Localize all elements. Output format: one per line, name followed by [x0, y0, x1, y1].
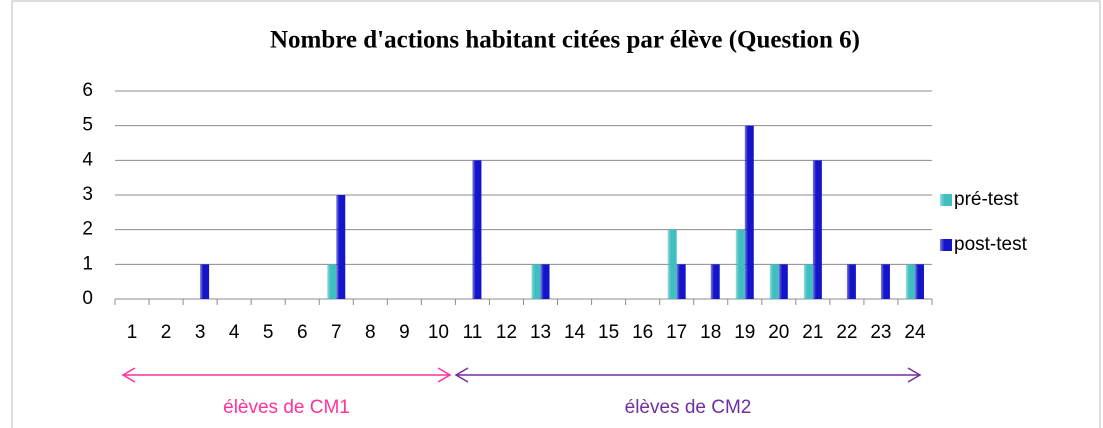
x-tick-label: 24: [904, 322, 926, 343]
x-tick-label: 16: [632, 322, 653, 343]
legend-label: pré-test: [954, 189, 1019, 210]
y-tick-label: 4: [82, 149, 93, 170]
bar: [472, 160, 482, 299]
arrow-head: [437, 367, 452, 383]
x-tick-label: 13: [530, 322, 551, 343]
legend-label: post-test: [954, 234, 1028, 255]
x-tick-label: 5: [263, 322, 274, 343]
chart-title: Nombre d'actions habitant citées par élè…: [270, 27, 860, 54]
x-tick-label: 3: [195, 322, 206, 343]
chart-frame: [11, 0, 1101, 428]
x-tick-label: 6: [297, 322, 308, 343]
x-tick-label: 15: [598, 322, 619, 343]
bar: [336, 195, 346, 299]
x-tick-label: 20: [768, 322, 789, 343]
annotation-text: élèves de CM1: [223, 397, 350, 418]
y-tick-label: 1: [82, 253, 93, 274]
bar: [769, 264, 779, 299]
arrow-head: [907, 367, 922, 383]
x-tick-label: 11: [463, 322, 483, 343]
x-tick-label: 2: [161, 322, 172, 343]
bar: [744, 125, 754, 300]
x-tick-label: 17: [666, 322, 687, 343]
bar: [200, 264, 210, 299]
x-tick-label: 10: [428, 322, 449, 343]
bar: [676, 264, 686, 299]
y-tick-label: 5: [82, 115, 93, 136]
annotation-text: élèves de CM2: [625, 397, 752, 418]
x-tick-label: 22: [836, 322, 857, 343]
x-tick-label: 1: [127, 322, 138, 343]
bar: [905, 264, 915, 299]
x-tick-label: 8: [365, 322, 376, 343]
bar: [803, 264, 813, 299]
x-tick-label: 9: [399, 322, 410, 343]
y-tick-label: 0: [82, 288, 93, 309]
x-tick-label: 12: [496, 322, 517, 343]
legend-swatch: [940, 239, 952, 251]
bar: [540, 264, 550, 299]
bar: [846, 264, 856, 299]
bar: [914, 264, 924, 299]
x-tick-label: 7: [331, 322, 342, 343]
bar: [531, 264, 541, 299]
legend-swatch: [940, 194, 952, 206]
y-tick-label: 2: [82, 219, 93, 240]
x-tick-label: 21: [802, 322, 823, 343]
bar: [710, 264, 720, 299]
arrow-head: [454, 367, 469, 383]
bar: [778, 264, 788, 299]
bar: [667, 229, 677, 299]
x-tick-label: 4: [229, 322, 240, 343]
x-tick-label: 19: [734, 322, 755, 343]
x-tick-label: 18: [700, 322, 721, 343]
x-tick-label: 23: [870, 322, 891, 343]
y-tick-label: 6: [82, 80, 93, 101]
bar: [735, 229, 745, 299]
bar: [812, 160, 822, 299]
y-tick-label: 3: [82, 184, 93, 205]
arrow-head: [121, 367, 136, 383]
bar: [880, 264, 890, 299]
x-tick-label: 14: [564, 322, 586, 343]
bar: [327, 264, 337, 299]
